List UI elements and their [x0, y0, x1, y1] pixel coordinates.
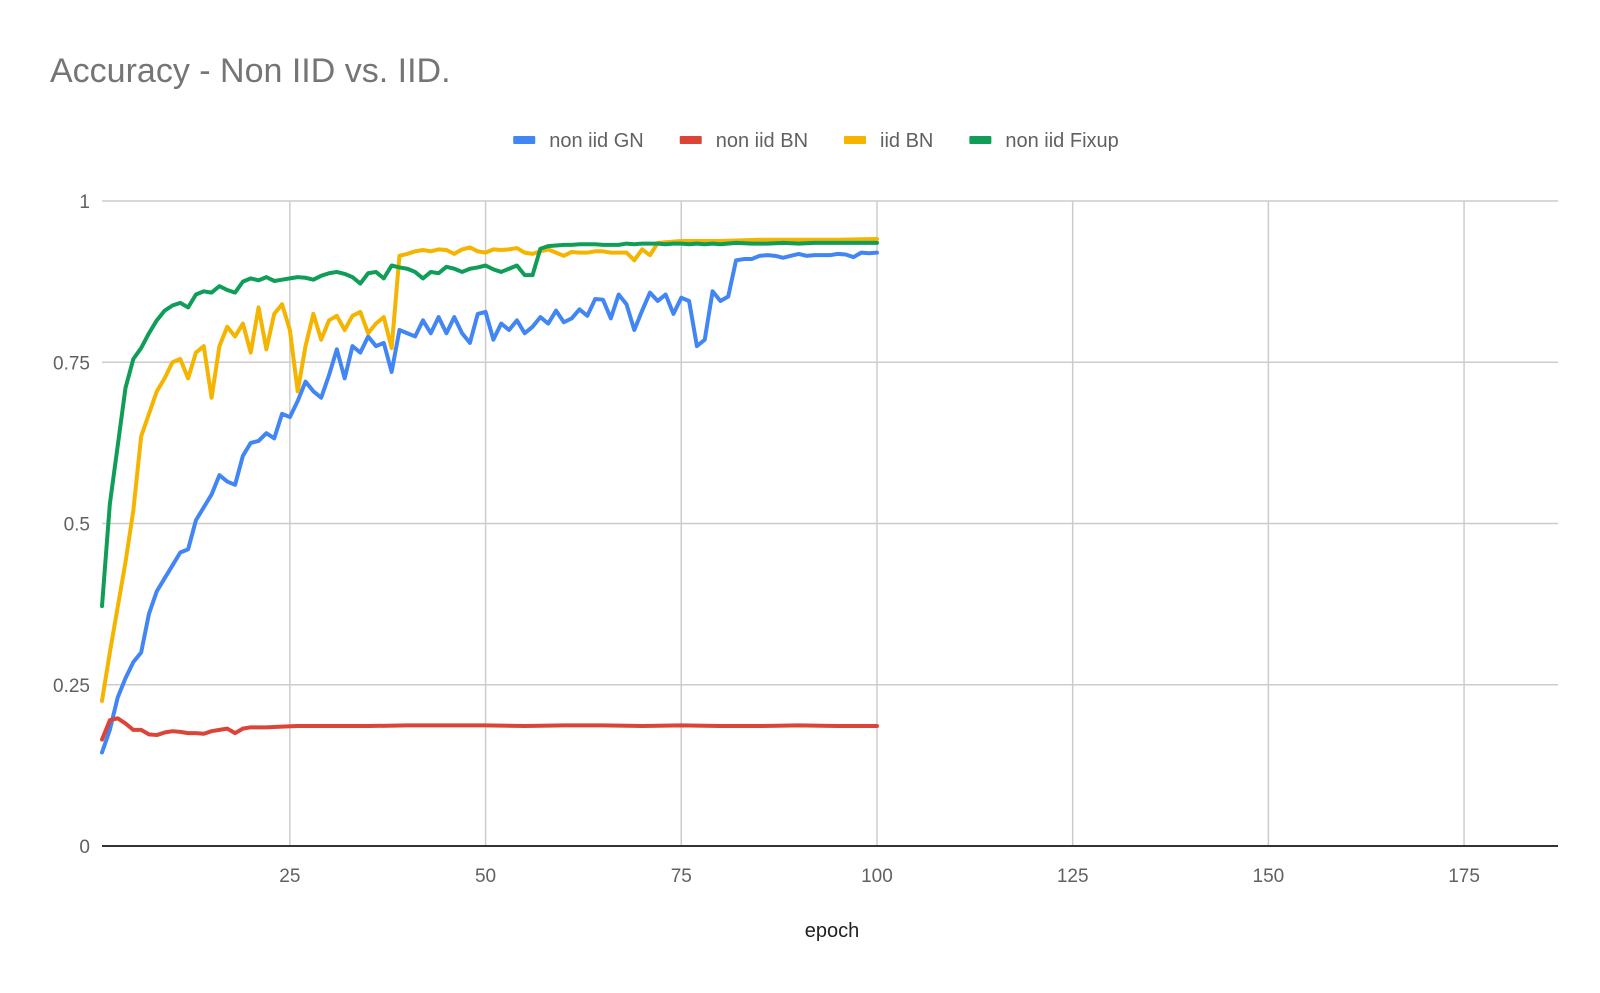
legend-swatch-non-iid-fixup: [969, 136, 992, 144]
legend-label-iid-bn: iid BN: [880, 130, 933, 152]
series-line-iid-bn: [100, 237, 879, 703]
x-axis-title: epoch: [805, 920, 860, 942]
x-tick-label: 150: [1253, 866, 1285, 887]
y-tick-label: 0.25: [53, 676, 90, 697]
legend: non iid GN non iid BN iid BN non iid Fixup: [513, 130, 1119, 152]
legend-label-non-iid-bn: non iid BN: [716, 130, 808, 152]
x-tick-label: 25: [279, 866, 300, 887]
series-line-non-iid-gn: [100, 250, 879, 755]
grid: [102, 200, 1558, 846]
x-tick-label: 175: [1448, 866, 1480, 887]
y-tick-label: 0.5: [64, 515, 90, 536]
series-line-non-iid-fixup: [100, 240, 879, 609]
legend-swatch-iid-bn: [844, 136, 867, 144]
chart-title: Accuracy - Non IID vs. IID.: [50, 52, 451, 90]
x-tick-label: 125: [1057, 866, 1089, 887]
y-tick-label: 1: [79, 192, 90, 213]
x-tick-label: 50: [475, 866, 496, 887]
legend-label-non-iid-gn: non iid GN: [549, 130, 644, 152]
x-tick-label: 75: [671, 866, 692, 887]
x-tick-label: 100: [861, 866, 893, 887]
y-tick-label: 0: [79, 837, 90, 858]
legend-label-non-iid-fixup: non iid Fixup: [1005, 130, 1118, 152]
series-line-non-iid-bn: [100, 716, 879, 742]
y-tick-label: 0.75: [53, 353, 90, 374]
series-layer: [100, 237, 879, 755]
legend-swatch-non-iid-bn: [679, 136, 702, 144]
legend-swatch-non-iid-gn: [513, 136, 536, 144]
